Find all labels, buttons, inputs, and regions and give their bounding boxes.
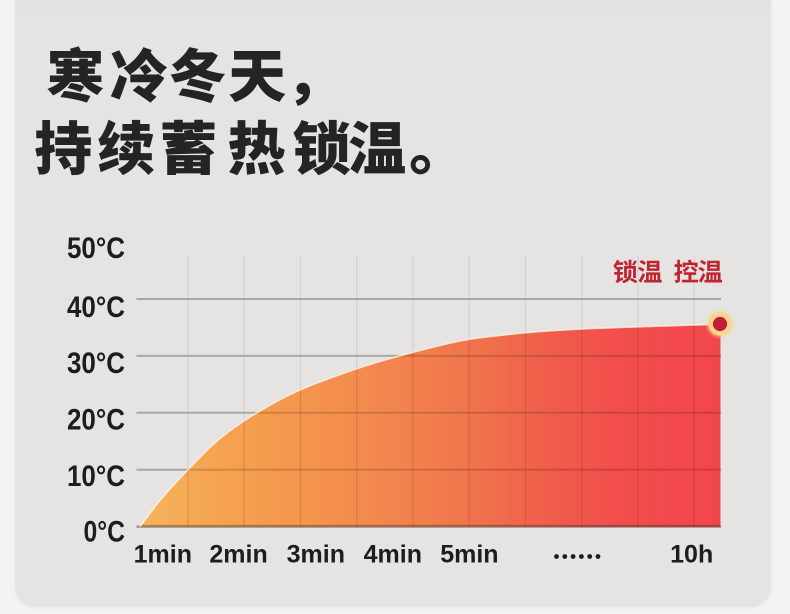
svg-text:30°C: 30°C [67,347,125,380]
svg-text:4min: 4min [364,540,422,568]
svg-text:0°C: 0°C [84,516,126,549]
svg-text:20°C: 20°C [67,404,125,437]
svg-text:2min: 2min [209,540,267,568]
svg-text:50°C: 50°C [67,232,125,265]
svg-text:3min: 3min [287,540,345,568]
svg-text:10h: 10h [670,540,713,568]
svg-text:10°C: 10°C [67,460,125,493]
svg-text:1min: 1min [134,540,192,568]
svg-text:40°C: 40°C [67,291,125,324]
svg-text:5min: 5min [440,540,498,568]
